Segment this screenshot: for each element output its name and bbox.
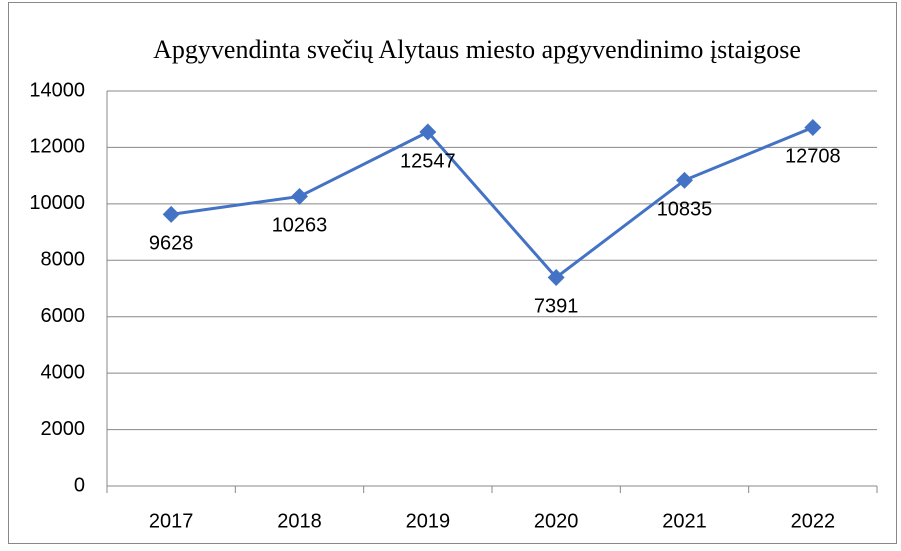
x-tick-label: 2020 (534, 510, 579, 532)
x-tick-label: 2019 (406, 510, 451, 532)
y-tick-label: 6000 (41, 305, 86, 327)
y-tick-label: 2000 (41, 418, 86, 440)
data-label: 9628 (149, 233, 194, 255)
chart-border (8, 2, 897, 544)
y-tick-label: 8000 (41, 249, 86, 271)
data-label: 12547 (400, 150, 456, 172)
y-tick-label: 12000 (29, 136, 85, 158)
marker (676, 171, 693, 189)
x-tick-label: 2022 (791, 510, 836, 532)
chart-title: Apgyvendinta svečių Alytaus miesto apgyv… (153, 35, 801, 64)
marker (547, 268, 565, 286)
y-tick-label: 14000 (29, 79, 85, 101)
y-tick-label: 0 (74, 474, 85, 496)
y-tick-label: 4000 (41, 361, 86, 383)
marker (162, 205, 180, 223)
marker (804, 118, 822, 136)
marker (419, 123, 437, 141)
series-line (170, 126, 814, 280)
x-tick-label: 2021 (662, 510, 707, 532)
data-label: 10263 (272, 215, 328, 237)
data-label: 7391 (534, 296, 579, 318)
y-tick-label: 10000 (29, 192, 85, 214)
data-label: 12708 (785, 146, 841, 168)
x-tick-label: 2018 (277, 510, 322, 532)
marker (291, 187, 308, 205)
x-tick-label: 2017 (149, 510, 194, 532)
data-label: 10835 (657, 199, 713, 221)
